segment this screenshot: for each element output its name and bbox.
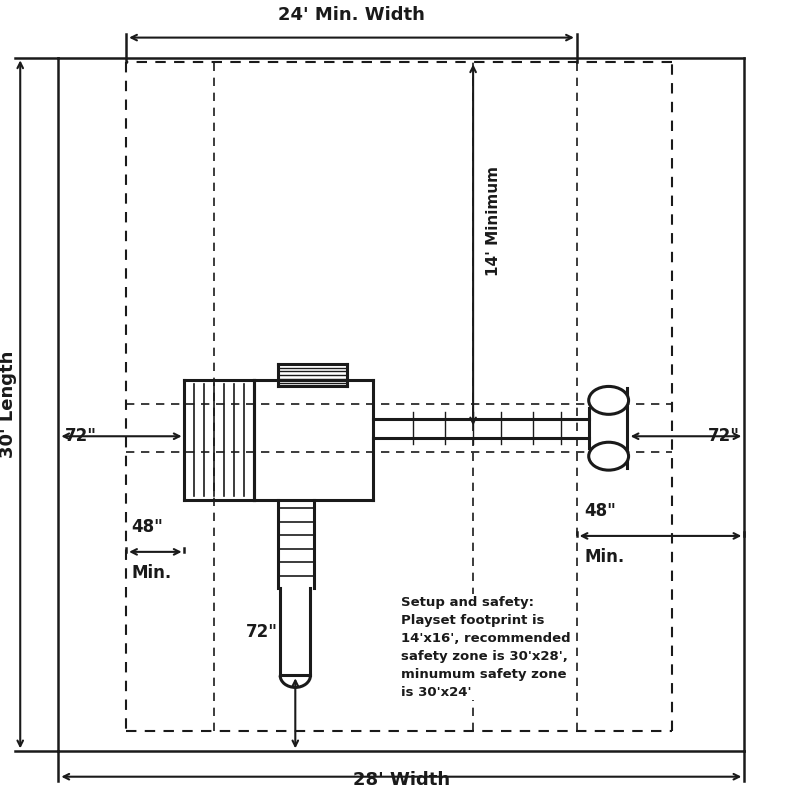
Text: Min.: Min. [585,548,625,566]
Text: 72": 72" [708,427,740,446]
Text: 14' Minimum: 14' Minimum [486,166,501,276]
Text: Setup and safety:
Playset footprint is
14'x16', recommended
safety zone is 30'x2: Setup and safety: Playset footprint is 1… [402,596,571,698]
Text: 30' Length: 30' Length [0,350,18,458]
Ellipse shape [589,442,629,470]
Text: 48": 48" [131,518,163,536]
Text: 24' Min. Width: 24' Min. Width [278,6,425,24]
Text: 28' Width: 28' Width [353,771,450,790]
Text: 72": 72" [246,622,278,641]
Text: 48": 48" [585,502,617,520]
Text: Min.: Min. [131,564,171,582]
Ellipse shape [589,386,629,414]
Text: 72": 72" [65,427,97,446]
